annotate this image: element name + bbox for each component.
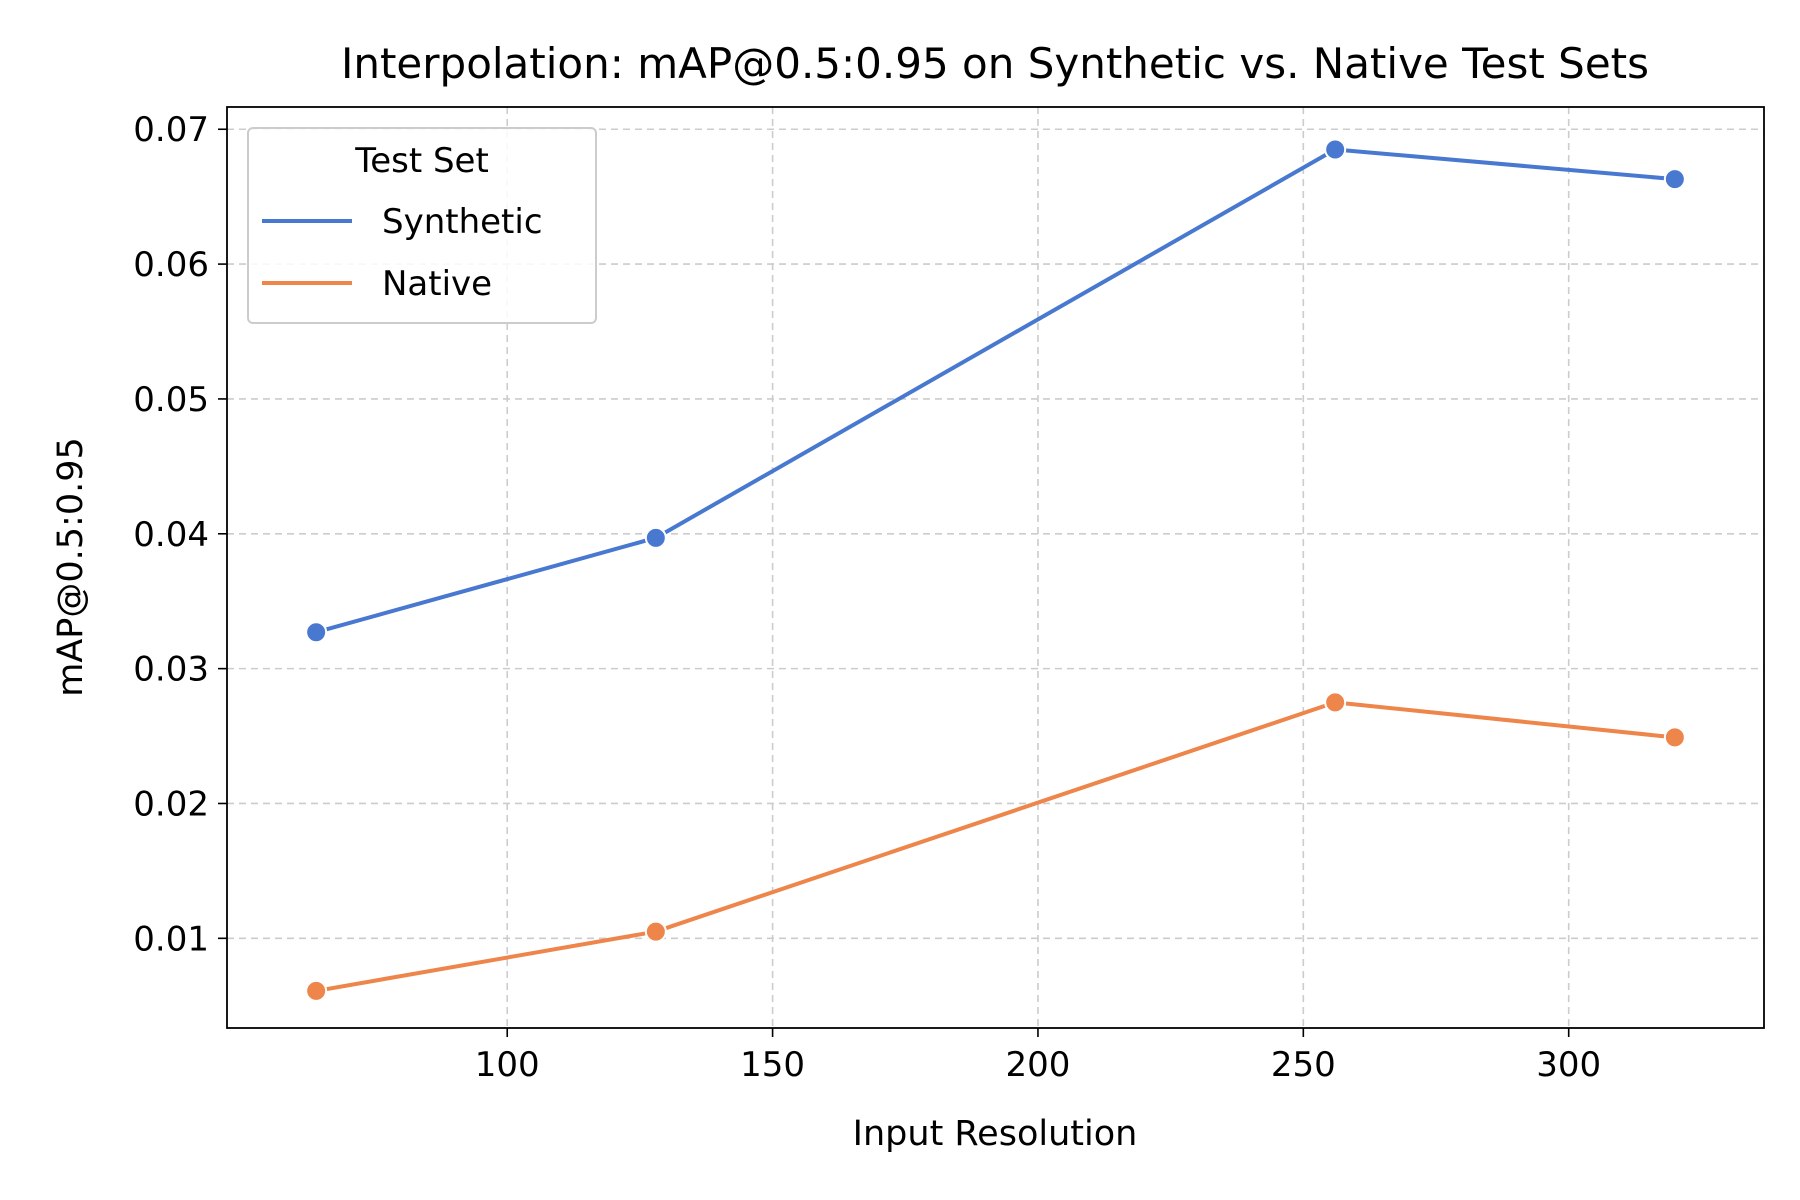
data-point-synthetic xyxy=(1663,168,1686,191)
data-point-synthetic xyxy=(305,621,328,644)
series-line-synthetic xyxy=(315,147,1676,635)
y-tick-label: 0.05 xyxy=(133,380,209,420)
y-tick-label: 0.02 xyxy=(133,784,209,824)
series-line-native xyxy=(315,700,1676,993)
data-point-native xyxy=(1663,726,1686,749)
legend: Test Set Synthetic Native xyxy=(247,127,597,324)
x-tick-label: 200 xyxy=(1006,1045,1071,1085)
data-point-native xyxy=(644,920,667,943)
data-point-synthetic xyxy=(1324,138,1347,161)
x-tick-label: 150 xyxy=(740,1045,805,1085)
data-point-synthetic xyxy=(644,526,667,549)
legend-label-synthetic: Synthetic xyxy=(382,202,543,242)
y-tick-label: 0.07 xyxy=(133,110,209,150)
y-tick-label: 0.06 xyxy=(133,245,209,285)
x-tick-label: 250 xyxy=(1271,1045,1336,1085)
legend-title: Test Set xyxy=(354,141,489,181)
series-lines xyxy=(305,138,1686,1002)
data-point-native xyxy=(1324,691,1347,714)
chart-title: Interpolation: mAP@0.5:0.95 on Synthetic… xyxy=(341,39,1649,88)
x-tick-label: 100 xyxy=(475,1045,540,1085)
y-tick-label: 0.03 xyxy=(133,650,209,690)
y-tick-label: 0.01 xyxy=(133,919,209,959)
data-point-native xyxy=(305,979,328,1002)
x-tick-label: 300 xyxy=(1536,1045,1601,1085)
plot-frame xyxy=(226,106,1765,1029)
axis-ticks: 100 150 200 250 300 0.01 0.02 0.03 0.04 0.05 0.06 0… xyxy=(133,110,1601,1085)
legend-box xyxy=(247,127,597,324)
y-axis-label: mAP@0.5:0.95 xyxy=(51,437,91,697)
x-axis-label: Input Resolution xyxy=(853,1114,1138,1154)
legend-label-native: Native xyxy=(382,264,492,304)
y-tick-label: 0.04 xyxy=(133,515,209,555)
